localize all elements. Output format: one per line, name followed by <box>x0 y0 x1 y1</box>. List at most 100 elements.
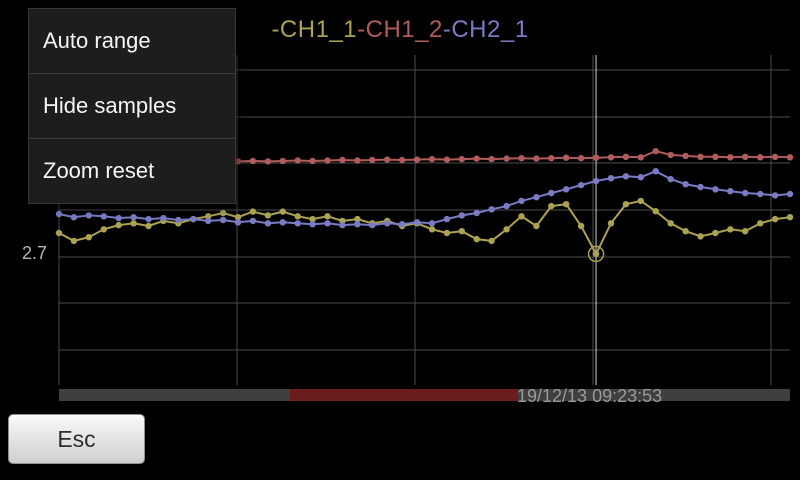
series-CH1_1-point[interactable] <box>130 220 137 227</box>
series-CH2_1-point[interactable] <box>697 183 704 191</box>
series-CH1_1-point[interactable] <box>205 213 212 220</box>
series-CH1_2-point[interactable] <box>592 154 600 161</box>
series-CH1_1-point[interactable] <box>637 197 644 205</box>
series-CH1_2-point[interactable] <box>354 157 361 164</box>
series-CH1_1-point[interactable] <box>533 222 540 230</box>
series-CH2_1-point[interactable] <box>190 215 197 223</box>
series-CH2_1-point[interactable] <box>592 177 600 185</box>
series-CH2_1-point[interactable] <box>115 214 122 222</box>
series-CH2_1-point[interactable] <box>607 175 615 182</box>
series-CH2_1-point[interactable] <box>503 202 510 210</box>
series-CH2_1-point[interactable] <box>637 174 644 181</box>
series-CH1_2-point[interactable] <box>234 158 242 165</box>
series-CH2_1-point[interactable] <box>771 192 779 199</box>
series-CH1_1-point[interactable] <box>145 222 152 230</box>
series-CH1_2-point[interactable] <box>249 157 257 165</box>
series-CH1_2-point[interactable] <box>443 156 451 163</box>
menu-item-auto-range[interactable]: Auto range <box>43 28 151 53</box>
series-CH2_1-point[interactable] <box>145 215 152 223</box>
series-CH1_2-point[interactable] <box>607 154 615 161</box>
series-CH1_1-point[interactable] <box>294 213 301 220</box>
series-CH1_2-point[interactable] <box>309 157 316 165</box>
series-CH2_1-point[interactable] <box>160 214 167 222</box>
series-CH1_2-point[interactable] <box>384 156 391 163</box>
series-CH2_1-point[interactable] <box>667 175 674 183</box>
series-CH1_1-point[interactable] <box>428 226 436 233</box>
series-CH2_1-point[interactable] <box>518 197 525 205</box>
series-CH2_1-point[interactable] <box>488 206 495 213</box>
series-CH1_1-point[interactable] <box>652 208 659 215</box>
series-CH1_1-point[interactable] <box>622 201 630 208</box>
series-CH1_1-point[interactable] <box>488 237 495 245</box>
series-CH1_2-point[interactable] <box>652 148 659 155</box>
series-CH2_1-point[interactable] <box>100 213 108 220</box>
series-CH1_1-point[interactable] <box>458 228 465 235</box>
series-CH1_2-point[interactable] <box>712 153 719 160</box>
series-CH1_2-point[interactable] <box>637 154 644 161</box>
series-CH2_1-point[interactable] <box>533 194 540 201</box>
series-CH1_1-point[interactable] <box>607 220 615 227</box>
series-CH2_1-point[interactable] <box>786 190 794 198</box>
series-CH1_1-point[interactable] <box>518 213 525 220</box>
series-CH1_1-point[interactable] <box>443 229 451 237</box>
series-CH1_2-point[interactable] <box>413 156 421 163</box>
series-CH1_1-point[interactable] <box>592 250 600 258</box>
series-CH1_2-point[interactable] <box>757 154 764 161</box>
series-CH1_2-point[interactable] <box>458 155 465 163</box>
series-CH1_1-point[interactable] <box>786 214 794 221</box>
series-CH2_1-point[interactable] <box>622 173 630 180</box>
series-CH2_1-point[interactable] <box>548 189 555 197</box>
series-CH1_2-point[interactable] <box>518 155 525 162</box>
series-CH1_2-point[interactable] <box>398 156 406 164</box>
series-CH1_2-point[interactable] <box>428 155 436 163</box>
esc-button[interactable]: Esc <box>8 414 145 464</box>
series-CH1_2-point[interactable] <box>697 153 704 160</box>
series-CH2_1-point[interactable] <box>458 212 465 219</box>
series-CH1_1-point[interactable] <box>563 201 570 208</box>
series-CH2_1-point[interactable] <box>384 220 391 227</box>
series-CH1_1-point[interactable] <box>100 226 108 233</box>
series-CH1_2-point[interactable] <box>727 154 734 161</box>
series-CH2_1-point[interactable] <box>324 220 331 227</box>
series-CH1_1-point[interactable] <box>70 237 78 245</box>
series-CH1_2-point[interactable] <box>488 155 495 163</box>
trend-chart-svg[interactable] <box>0 0 800 412</box>
series-CH1_2-point[interactable] <box>264 158 272 165</box>
series-CH2_1-point[interactable] <box>727 188 734 195</box>
menu-item-zoom-reset[interactable]: Zoom reset <box>43 158 155 183</box>
series-CH1_2-point[interactable] <box>294 157 301 164</box>
series-CH1_1-point[interactable] <box>264 212 272 219</box>
series-CH1_1-point[interactable] <box>712 229 719 237</box>
time-scrollbar[interactable] <box>59 389 790 401</box>
series-CH1_1-point[interactable] <box>219 209 227 217</box>
series-CH1_1-point[interactable] <box>309 215 316 223</box>
series-CH2_1-point[interactable] <box>219 216 227 224</box>
series-CH1_2-point[interactable] <box>503 155 510 162</box>
series-CH2_1-point[interactable] <box>652 168 659 175</box>
series-CH1_2-point[interactable] <box>324 157 331 164</box>
series-CH1_1-point[interactable] <box>354 215 361 223</box>
series-CH1_1-point[interactable] <box>742 228 749 235</box>
series-CH2_1-point[interactable] <box>354 221 361 228</box>
series-CH1_1-point[interactable] <box>577 222 585 230</box>
series-CH1_2-point[interactable] <box>771 153 779 160</box>
series-CH2_1-point[interactable] <box>473 209 480 217</box>
series-CH1_1-point[interactable] <box>473 235 480 243</box>
time-scrollbar-selection[interactable] <box>290 389 518 401</box>
series-CH1_2-point[interactable] <box>548 155 555 162</box>
series-CH2_1-point[interactable] <box>757 190 764 198</box>
series-CH1_1-point[interactable] <box>771 215 779 223</box>
series-CH1_2-point[interactable] <box>742 153 749 160</box>
series-CH1_1-point[interactable] <box>115 221 122 229</box>
series-CH2_1-point[interactable] <box>234 219 242 226</box>
series-CH1_2-point[interactable] <box>786 154 794 161</box>
series-CH1_1-point[interactable] <box>757 220 764 227</box>
series-CH2_1-point[interactable] <box>443 215 451 223</box>
series-CH1_1-point[interactable] <box>697 233 704 240</box>
series-CH2_1-point[interactable] <box>369 221 376 229</box>
series-CH1_2-point[interactable] <box>533 155 540 162</box>
series-CH1_1-point[interactable] <box>324 213 331 220</box>
series-CH1_1-point[interactable] <box>279 208 286 215</box>
series-CH2_1-point[interactable] <box>85 212 93 219</box>
series-CH2_1-point[interactable] <box>682 181 689 188</box>
